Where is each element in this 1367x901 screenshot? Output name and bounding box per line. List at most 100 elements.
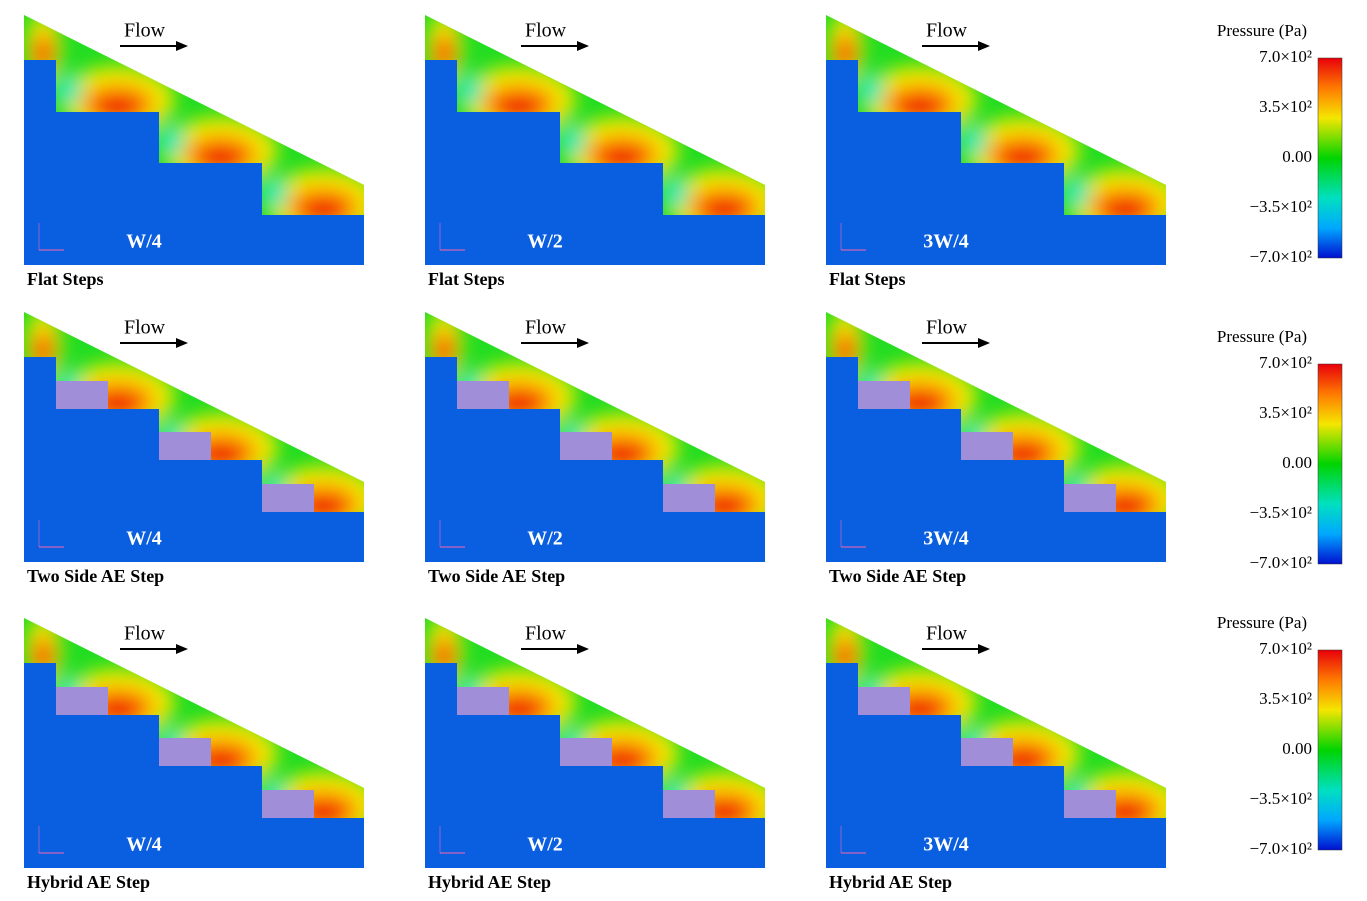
flow-label: Flow [124, 317, 166, 339]
steps [425, 663, 765, 868]
case-label: 3W/4 [923, 528, 969, 550]
case-caption: Flat Steps [27, 269, 104, 289]
colorbar-tick: 3.5×10² [1259, 97, 1312, 116]
low [959, 125, 987, 157]
flow-label: Flow [926, 623, 968, 645]
colorbar-scale [1317, 57, 1343, 259]
case-caption: Hybrid AE Step [829, 872, 952, 892]
ae-block [858, 381, 910, 409]
case-label: 3W/4 [923, 231, 969, 253]
case-caption: Flat Steps [428, 269, 505, 289]
colorbar-scale [1317, 649, 1343, 851]
ae-block [457, 381, 509, 409]
ae-block [560, 432, 612, 460]
panel: Flow W/2 Flat Steps [425, 15, 765, 289]
case-label: W/2 [527, 231, 563, 253]
ae-block [56, 381, 108, 409]
low [54, 74, 82, 106]
case-caption: Two Side AE Step [428, 566, 565, 586]
case-caption: Two Side AE Step [27, 566, 164, 586]
case-caption: Hybrid AE Step [27, 872, 150, 892]
colorbar-tick: 7.0×10² [1259, 47, 1312, 66]
arrow-head [577, 338, 589, 348]
colorbar-tick: −3.5×10² [1249, 197, 1312, 216]
steps [24, 60, 364, 265]
ae-block [560, 738, 612, 766]
ae-block [663, 484, 715, 512]
panel: Flow W/2 Hybrid AE Step [425, 618, 765, 892]
flow-label: Flow [525, 20, 567, 42]
ae-block [1064, 790, 1116, 818]
colorbar-title: Pressure (Pa) [1217, 613, 1307, 632]
colorbar-title: Pressure (Pa) [1217, 21, 1307, 40]
low [455, 74, 483, 106]
core [701, 199, 747, 215]
flow-label: Flow [124, 623, 166, 645]
colorbar-tick: −7.0×10² [1249, 553, 1312, 572]
ae-block [159, 738, 211, 766]
ae-block [262, 790, 314, 818]
flow-label: Flow [525, 623, 567, 645]
colorbar-tick: −7.0×10² [1249, 247, 1312, 266]
steps [24, 357, 364, 562]
case-label: W/4 [126, 231, 162, 253]
colorbar: Pressure (Pa) 7.0×10² 3.5×10² 0.00 −3.5×10² −… [1217, 327, 1343, 572]
panel: Flow W/4 Hybrid AE Step [24, 618, 364, 892]
low [157, 125, 185, 157]
arrow-head [176, 338, 188, 348]
panel: Flow W/4 Two Side AE Step [24, 312, 364, 586]
ae-block [961, 738, 1013, 766]
case-label: W/2 [527, 528, 563, 550]
panel: Flow W/2 Two Side AE Step [425, 312, 765, 586]
steps [826, 60, 1166, 265]
ae-block [858, 687, 910, 715]
steps [425, 357, 765, 562]
core [1102, 199, 1148, 215]
arrow-head [176, 644, 188, 654]
colorbar-tick: −3.5×10² [1249, 789, 1312, 808]
arrow-head [978, 338, 990, 348]
low [260, 177, 288, 209]
colorbar-tick: 0.00 [1282, 147, 1312, 166]
low [661, 177, 689, 209]
colorbar: Pressure (Pa) 7.0×10² 3.5×10² 0.00 −3.5×10² −… [1217, 21, 1343, 266]
core [300, 199, 346, 215]
steps [24, 663, 364, 868]
ae-block [262, 484, 314, 512]
ae-block [961, 432, 1013, 460]
ae-block [159, 432, 211, 460]
colorbar-tick: 7.0×10² [1259, 353, 1312, 372]
low [856, 74, 884, 106]
colorbar-tick: 3.5×10² [1259, 689, 1312, 708]
case-caption: Hybrid AE Step [428, 872, 551, 892]
case-caption: Two Side AE Step [829, 566, 966, 586]
arrow-head [978, 41, 990, 51]
colorbar-tick: 0.00 [1282, 453, 1312, 472]
flow-label: Flow [926, 20, 968, 42]
colorbar-tick: 7.0×10² [1259, 639, 1312, 658]
steps [826, 663, 1166, 868]
colorbar-tick: 3.5×10² [1259, 403, 1312, 422]
ae-block [663, 790, 715, 818]
panel: Flow W/4 Flat Steps [24, 15, 364, 289]
flow-label: Flow [926, 317, 968, 339]
colorbar-tick: −3.5×10² [1249, 503, 1312, 522]
panel: Flow 3W/4 Flat Steps [826, 15, 1166, 289]
case-label: 3W/4 [923, 834, 969, 856]
low [1062, 177, 1090, 209]
ae-block [457, 687, 509, 715]
flow-label: Flow [124, 20, 166, 42]
colorbar: Pressure (Pa) 7.0×10² 3.5×10² 0.00 −3.5×10² −… [1217, 613, 1343, 858]
steps [425, 60, 765, 265]
colorbar-tick: −7.0×10² [1249, 839, 1312, 858]
case-label: W/4 [126, 834, 162, 856]
flow-label: Flow [525, 317, 567, 339]
colorbar-scale [1317, 363, 1343, 565]
colorbar-title: Pressure (Pa) [1217, 327, 1307, 346]
panel: Flow 3W/4 Two Side AE Step [826, 312, 1166, 586]
arrow-head [577, 644, 589, 654]
ae-block [1064, 484, 1116, 512]
colorbar-tick: 0.00 [1282, 739, 1312, 758]
arrow-head [176, 41, 188, 51]
